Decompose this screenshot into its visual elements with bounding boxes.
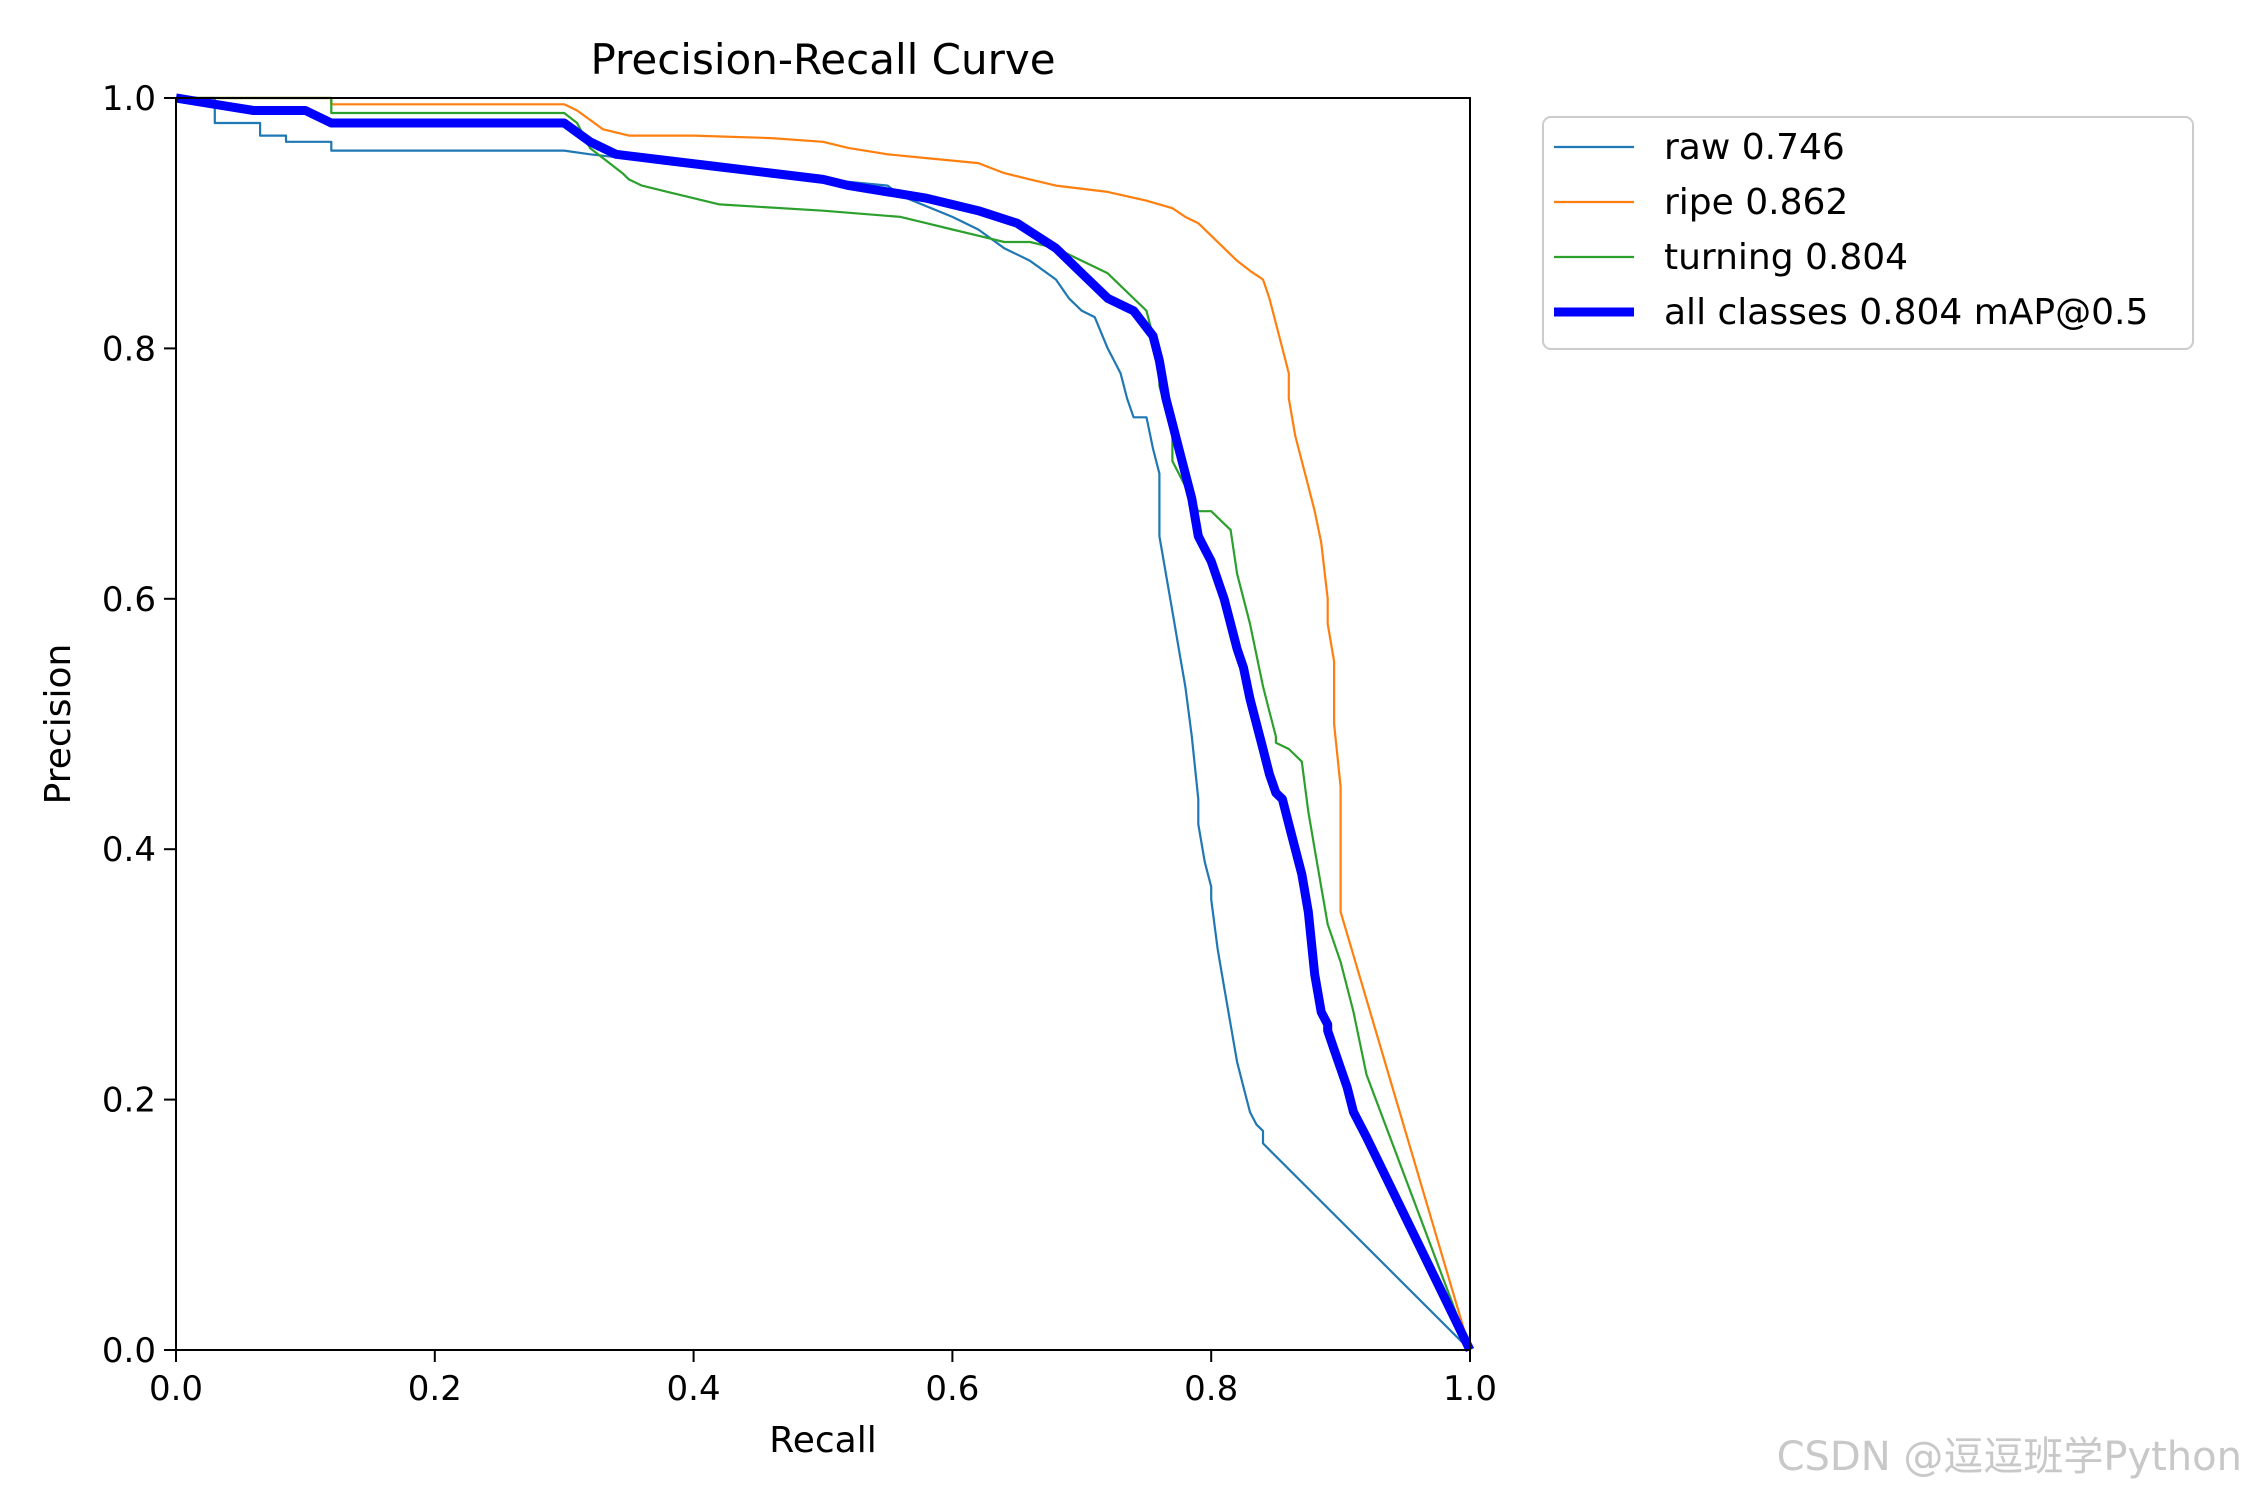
legend-label-all-classes: all classes 0.804 mAP@0.5 xyxy=(1664,292,2148,333)
legend-label-ripe: ripe 0.862 xyxy=(1664,182,1848,223)
legend-label-raw: raw 0.746 xyxy=(1664,127,1845,168)
y-tick-label: 0.0 xyxy=(102,1331,156,1371)
series-line-ripe xyxy=(176,96,1472,1351)
series-line-all-classes xyxy=(175,93,1475,1352)
y-axis-ticks: 0.0 0.2 0.4 0.6 0.8 1.0 xyxy=(102,79,176,1371)
y-tick-label: 0.6 xyxy=(102,580,156,620)
x-tick-label: 0.0 xyxy=(149,1369,203,1409)
y-tick-label: 0.4 xyxy=(102,830,156,870)
x-axis-ticks: 0.0 0.2 0.4 0.6 0.8 1.0 xyxy=(149,1350,1497,1409)
y-tick-label: 0.2 xyxy=(102,1081,156,1121)
legend: raw 0.746 ripe 0.862 turning 0.804 all clas… xyxy=(1542,116,2194,350)
y-tick-label: 1.0 xyxy=(102,79,156,119)
x-tick-label: 0.4 xyxy=(667,1369,721,1409)
legend-frame xyxy=(1542,116,2194,350)
x-axis-label: Recall xyxy=(769,1420,876,1461)
x-tick-label: 0.2 xyxy=(408,1369,462,1409)
chart-title: Precision-Recall Curve xyxy=(590,35,1055,84)
series-line-raw xyxy=(176,96,1471,1351)
legend-entries: raw 0.746 ripe 0.862 turning 0.804 all clas… xyxy=(1554,127,2148,333)
plot-frame xyxy=(175,97,1471,1351)
legend-label-turning: turning 0.804 xyxy=(1664,237,1908,278)
x-tick-label: 0.8 xyxy=(1184,1369,1238,1409)
x-tick-label: 1.0 xyxy=(1443,1369,1497,1409)
y-axis-label: Precision xyxy=(38,644,79,805)
x-tick-label: 0.6 xyxy=(925,1369,979,1409)
watermark: CSDN @逗逗班学Python xyxy=(1776,1434,2242,1480)
y-tick-label: 0.8 xyxy=(102,329,156,369)
series-layer xyxy=(175,93,1475,1352)
